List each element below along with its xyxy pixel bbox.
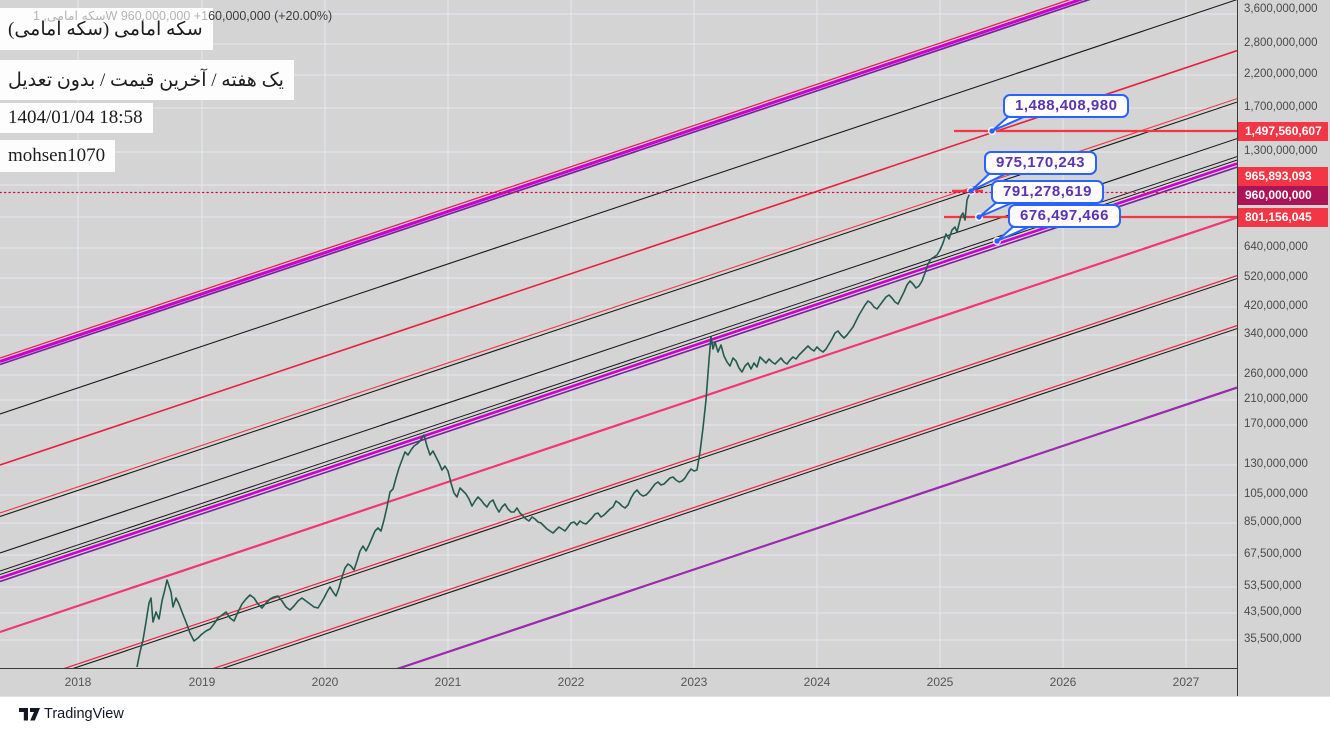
price-axis-label: 85,000,000 bbox=[1244, 516, 1302, 528]
callout-anchor-dot[interactable] bbox=[989, 128, 995, 134]
price-callout-label[interactable]: 791,278,619 bbox=[991, 180, 1104, 204]
note-symbol-title-text: سکه امامی (سکه امامی) bbox=[8, 18, 203, 40]
price-axis-label: 260,000,000 bbox=[1244, 368, 1308, 380]
price-axis-label: 67,500,000 bbox=[1244, 548, 1302, 560]
price-axis-label: 520,000,000 bbox=[1244, 271, 1308, 283]
price-axis-label: 420,000,000 bbox=[1244, 300, 1308, 312]
trendline-pair3-red[interactable] bbox=[0, 325, 1237, 668]
price-axis-label: 640,000,000 bbox=[1244, 241, 1308, 253]
note-datetime-text: 1404/01/04 18:58 bbox=[8, 107, 143, 128]
price-axis-label: 1,300,000,000 bbox=[1244, 145, 1318, 157]
trendline-upper-band-red-edge[interactable] bbox=[0, 0, 1237, 359]
trendline-black-line-1[interactable] bbox=[0, 0, 1237, 415]
trendline-pink-line[interactable] bbox=[0, 216, 1237, 634]
note-timeframe-subtitle[interactable]: یک هفته / آخرین قیمت / بدون تعدیل bbox=[0, 60, 294, 100]
price-axis-label: 43,500,000 bbox=[1244, 606, 1302, 618]
tradingview-brand-text[interactable]: TradingView bbox=[44, 706, 124, 722]
note-symbol-title[interactable]: سکه امامی (سکه امامی) bbox=[0, 8, 213, 50]
symbol-legend[interactable]: سکه امامی, 1W 960,000,000 +160,000,000 (… bbox=[33, 8, 332, 23]
price-callout-label[interactable]: 975,170,243 bbox=[984, 151, 1097, 175]
trendline-upper-band-purple[interactable] bbox=[0, 0, 1237, 366]
price-callout-label[interactable]: 676,497,466 bbox=[1008, 204, 1121, 228]
note-datetime[interactable]: 1404/01/04 18:58 bbox=[0, 103, 153, 133]
price-axis-label: 2,800,000,000 bbox=[1244, 37, 1318, 49]
price-axis-badge[interactable]: 801,156,045 bbox=[1238, 207, 1328, 227]
price-axis[interactable]: 3,600,000,000 2,800,000,000 2,200,000,000 1… bbox=[1237, 0, 1330, 696]
price-axis-label: 170,000,000 bbox=[1244, 418, 1308, 430]
note-username-text: mohsen1070 bbox=[8, 145, 106, 166]
time-axis-year-label: 2026 bbox=[1049, 675, 1077, 689]
price-axis-label: 53,500,000 bbox=[1244, 580, 1302, 592]
time-axis-year-label: 2024 bbox=[803, 675, 831, 689]
price-axis-label: 2,200,000,000 bbox=[1244, 68, 1318, 80]
trendline-pair3-black[interactable] bbox=[0, 328, 1237, 668]
footer-bar: TradingView bbox=[0, 696, 1330, 732]
time-axis-year-label: 2022 bbox=[557, 675, 585, 689]
legend-symbol-text: سکه امامی, 1W 960,000,000 +1 bbox=[33, 9, 209, 23]
price-axis-label: 210,000,000 bbox=[1244, 393, 1308, 405]
legend-price-change: 60,000,000 (+20.00%) bbox=[208, 9, 333, 23]
time-axis-year-label: 2019 bbox=[188, 675, 216, 689]
time-axis-year-label: 2020 bbox=[311, 675, 339, 689]
time-axis-year-label: 2027 bbox=[1172, 675, 1200, 689]
tradingview-logo-icon[interactable] bbox=[18, 704, 41, 724]
price-axis-label: 1,700,000,000 bbox=[1244, 101, 1318, 113]
trendline-pair2-black[interactable] bbox=[0, 278, 1237, 668]
callout-anchor-dot[interactable] bbox=[968, 188, 974, 194]
trendline-upper-band-magenta[interactable] bbox=[0, 0, 1237, 363]
price-axis-badge[interactable]: 965,893,093 bbox=[1238, 166, 1328, 186]
price-series-line bbox=[136, 191, 972, 668]
price-callout-label[interactable]: 1,488,408,980 bbox=[1003, 94, 1130, 118]
note-timeframe-text: یک هفته / آخرین قیمت / بدون تعدیل bbox=[8, 69, 284, 91]
chart-pane[interactable]: سکه امامی, 1W 960,000,000 +160,000,000 (… bbox=[0, 0, 1237, 668]
time-axis-year-label: 2023 bbox=[680, 675, 708, 689]
time-axis-year-label: 2025 bbox=[926, 675, 954, 689]
time-axis-year-label: 2021 bbox=[434, 675, 462, 689]
trendline-crimson-line[interactable] bbox=[0, 49, 1237, 466]
price-axis-label: 105,000,000 bbox=[1244, 488, 1308, 500]
time-axis-year-label: 2018 bbox=[64, 675, 92, 689]
trendline-median-purple[interactable] bbox=[0, 166, 1237, 583]
time-axis[interactable]: 2018 2019 2020 2021 2022 2023 2024 2025 2026 2027 bbox=[0, 668, 1237, 697]
price-axis-label: 35,500,000 bbox=[1244, 633, 1302, 645]
trendline-lower-purple[interactable] bbox=[0, 386, 1237, 668]
callout-anchor-dot[interactable] bbox=[976, 214, 982, 220]
price-axis-badge[interactable]: 960,000,000 bbox=[1238, 185, 1328, 205]
price-axis-label: 340,000,000 bbox=[1244, 328, 1308, 340]
price-axis-label: 3,600,000,000 bbox=[1244, 3, 1318, 15]
trendline-pair2-red[interactable] bbox=[0, 275, 1237, 668]
note-username[interactable]: mohsen1070 bbox=[0, 140, 116, 172]
price-axis-label: 130,000,000 bbox=[1244, 458, 1308, 470]
callout-anchor-dot[interactable] bbox=[994, 238, 1000, 244]
price-axis-badge[interactable]: 1,497,560,607 bbox=[1238, 121, 1328, 141]
